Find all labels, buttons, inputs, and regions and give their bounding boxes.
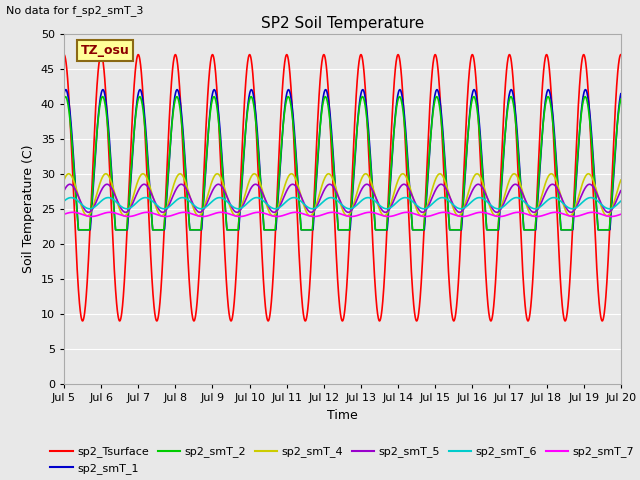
sp2_smT_2 [60, 96, 68, 102]
sp2_smT_1 [216, 120, 223, 126]
sp2_smT_2 [470, 94, 477, 99]
sp2_smT_7 [505, 212, 513, 217]
sp2_smT_4 [584, 171, 591, 177]
sp2_smT_6 [584, 195, 591, 201]
Line: sp2_Tsurface: sp2_Tsurface [64, 55, 621, 321]
sp2_Tsurface [504, 54, 512, 60]
Text: No data for f_sp2_smT_3: No data for f_sp2_smT_3 [6, 5, 144, 16]
sp2_smT_2 [216, 128, 223, 134]
sp2_smT_1 [359, 87, 367, 93]
sp2_smT_4 [359, 173, 367, 179]
sp2_smT_5 [568, 209, 575, 215]
sp2_smT_6 [327, 195, 335, 201]
Line: sp2_smT_7: sp2_smT_7 [64, 212, 621, 216]
sp2_Tsurface [568, 241, 575, 247]
sp2_smT_4 [505, 180, 513, 185]
sp2_smT_6 [371, 198, 379, 204]
sp2_smT_7 [617, 211, 625, 217]
sp2_smT_6 [505, 199, 513, 205]
sp2_smT_7 [255, 209, 262, 215]
sp2_smT_6 [60, 198, 68, 204]
sp2_smT_2 [505, 100, 513, 106]
sp2_smT_6 [216, 195, 223, 201]
Line: sp2_smT_6: sp2_smT_6 [64, 198, 621, 209]
sp2_Tsurface [617, 52, 625, 58]
sp2_smT_2 [359, 94, 367, 100]
sp2_smT_6 [617, 198, 625, 204]
sp2_smT_7 [216, 210, 223, 216]
sp2_smT_2 [371, 219, 379, 225]
sp2_smT_7 [371, 210, 379, 216]
sp2_smT_5 [617, 188, 625, 193]
sp2_Tsurface [371, 277, 379, 283]
sp2_smT_7 [584, 210, 591, 216]
X-axis label: Time: Time [327, 408, 358, 421]
sp2_smT_2 [75, 227, 83, 233]
Legend: sp2_Tsurface, sp2_smT_1, sp2_smT_2, sp2_smT_4, sp2_smT_5, sp2_smT_6, sp2_smT_7: sp2_Tsurface, sp2_smT_1, sp2_smT_2, sp2_… [46, 442, 639, 479]
sp2_smT_2 [617, 96, 625, 102]
sp2_Tsurface [359, 57, 367, 63]
sp2_smT_5 [358, 185, 366, 191]
sp2_smT_1 [75, 227, 83, 233]
sp2_smT_7 [568, 214, 576, 219]
sp2_Tsurface [60, 52, 68, 58]
sp2_smT_4 [232, 213, 239, 219]
sp2_smT_4 [568, 212, 576, 217]
Y-axis label: Soil Temperature (C): Soil Temperature (C) [22, 144, 35, 273]
sp2_Tsurface [216, 135, 223, 141]
sp2_smT_7 [60, 211, 68, 217]
sp2_smT_4 [371, 192, 379, 198]
sp2_smT_5 [504, 191, 512, 196]
sp2_smT_1 [504, 97, 512, 103]
Text: TZ_osu: TZ_osu [81, 44, 129, 57]
sp2_smT_6 [359, 197, 367, 203]
Title: SP2 Soil Temperature: SP2 Soil Temperature [260, 16, 424, 31]
sp2_smT_5 [584, 182, 591, 188]
sp2_smT_5 [60, 188, 68, 193]
sp2_smT_4 [216, 172, 223, 178]
sp2_smT_2 [568, 227, 576, 233]
sp2_smT_1 [60, 91, 68, 96]
sp2_smT_5 [216, 181, 223, 187]
sp2_smT_5 [371, 192, 378, 197]
sp2_smT_4 [617, 177, 625, 183]
sp2_smT_5 [567, 209, 575, 215]
sp2_smT_4 [250, 171, 258, 177]
sp2_smT_1 [371, 219, 379, 225]
Line: sp2_smT_1: sp2_smT_1 [64, 90, 621, 230]
sp2_smT_7 [273, 214, 281, 219]
Line: sp2_smT_5: sp2_smT_5 [64, 184, 621, 212]
sp2_smT_1 [545, 87, 552, 93]
sp2_smT_4 [60, 177, 68, 183]
sp2_smT_1 [617, 91, 625, 96]
sp2_Tsurface [79, 318, 86, 324]
sp2_smT_6 [346, 206, 353, 212]
sp2_smT_7 [359, 211, 367, 216]
sp2_smT_1 [568, 227, 576, 233]
Line: sp2_smT_4: sp2_smT_4 [64, 174, 621, 216]
sp2_Tsurface [584, 76, 591, 82]
sp2_smT_2 [584, 100, 591, 106]
sp2_smT_6 [568, 206, 576, 212]
sp2_smT_5 [586, 181, 593, 187]
Line: sp2_smT_2: sp2_smT_2 [64, 96, 621, 230]
sp2_smT_1 [584, 92, 591, 98]
